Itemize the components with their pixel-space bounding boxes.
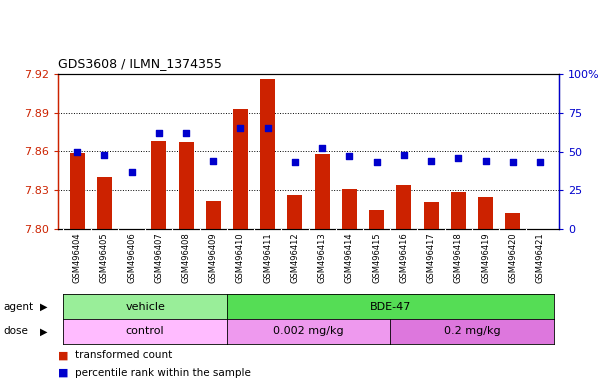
Text: GSM496420: GSM496420	[508, 232, 518, 283]
Point	[508, 159, 518, 166]
Bar	[369, 210, 384, 229]
Text: 0.002 mg/kg: 0.002 mg/kg	[273, 326, 344, 336]
Point	[263, 125, 273, 131]
Bar	[423, 202, 439, 229]
Text: GSM496419: GSM496419	[481, 232, 490, 283]
Text: GSM496413: GSM496413	[318, 232, 327, 283]
Text: GSM496418: GSM496418	[454, 232, 463, 283]
Text: GSM496408: GSM496408	[181, 232, 191, 283]
Bar	[287, 195, 302, 229]
Text: GSM496411: GSM496411	[263, 232, 273, 283]
Bar	[451, 192, 466, 229]
Bar	[206, 200, 221, 229]
Bar	[260, 79, 275, 229]
Point	[72, 149, 82, 155]
Point	[154, 130, 164, 136]
Text: GSM496417: GSM496417	[426, 232, 436, 283]
Text: GSM496415: GSM496415	[372, 232, 381, 283]
Point	[290, 159, 300, 166]
Text: transformed count: transformed count	[75, 350, 172, 360]
Bar	[152, 141, 166, 229]
Bar	[478, 197, 493, 229]
Bar	[233, 109, 248, 229]
Bar	[97, 177, 112, 229]
Point	[453, 155, 463, 161]
Text: agent: agent	[3, 301, 33, 311]
Point	[399, 152, 409, 158]
Text: control: control	[126, 326, 164, 336]
Point	[181, 130, 191, 136]
Bar	[505, 214, 520, 229]
Bar	[397, 185, 411, 229]
Text: GSM496407: GSM496407	[155, 232, 163, 283]
Text: GSM496416: GSM496416	[400, 232, 408, 283]
Text: vehicle: vehicle	[125, 301, 165, 311]
Text: ▶: ▶	[40, 326, 48, 336]
Text: ■: ■	[58, 350, 68, 360]
Bar	[342, 189, 357, 229]
Bar	[178, 142, 194, 229]
Bar	[70, 153, 84, 229]
Text: GDS3608 / ILMN_1374355: GDS3608 / ILMN_1374355	[58, 57, 222, 70]
Point	[208, 158, 218, 164]
Point	[317, 145, 327, 151]
Text: GSM496410: GSM496410	[236, 232, 245, 283]
Bar	[315, 154, 330, 229]
Text: BDE-47: BDE-47	[370, 301, 411, 311]
Text: GSM496405: GSM496405	[100, 232, 109, 283]
Point	[535, 159, 545, 166]
Text: 0.2 mg/kg: 0.2 mg/kg	[444, 326, 500, 336]
Text: GSM496409: GSM496409	[209, 232, 218, 283]
Point	[371, 159, 381, 166]
Text: ■: ■	[58, 368, 68, 378]
Point	[100, 152, 109, 158]
Text: ▶: ▶	[40, 301, 48, 311]
Point	[481, 158, 491, 164]
Point	[236, 125, 246, 131]
Text: GSM496421: GSM496421	[535, 232, 544, 283]
Text: percentile rank within the sample: percentile rank within the sample	[75, 368, 251, 378]
Text: dose: dose	[3, 326, 28, 336]
Text: GSM496412: GSM496412	[290, 232, 299, 283]
Text: GSM496404: GSM496404	[73, 232, 82, 283]
Point	[345, 153, 354, 159]
Text: GSM496406: GSM496406	[127, 232, 136, 283]
Point	[426, 158, 436, 164]
Text: GSM496414: GSM496414	[345, 232, 354, 283]
Point	[126, 169, 136, 175]
